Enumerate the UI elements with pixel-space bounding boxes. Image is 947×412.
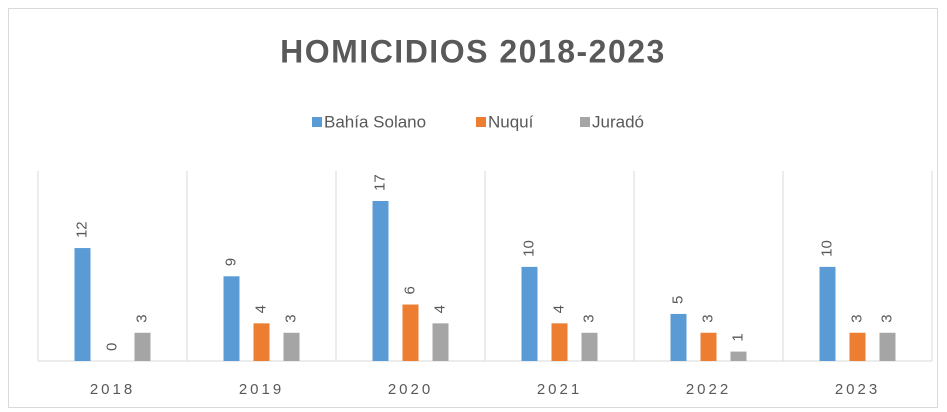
data-label: 10 [520,240,537,257]
legend-swatch [312,117,322,127]
chart-title: HOMICIDIOS 2018-2023 [280,33,666,69]
bar [730,351,747,361]
bar [551,323,568,361]
bar [283,332,300,361]
bar [521,266,538,361]
data-label: 4 [431,305,448,313]
legend-swatch [580,117,590,127]
bar [372,201,389,361]
data-label: 3 [878,314,895,322]
bar [700,332,717,361]
data-label: 5 [669,296,686,304]
data-label: 3 [699,314,716,322]
bar [134,332,151,361]
x-tick-label: 2020 [388,381,433,398]
data-label: 6 [401,286,418,294]
data-label: 4 [252,305,269,313]
bar [253,323,270,361]
legend-label: Juradó [592,112,644,131]
bar [432,323,449,361]
bar [849,332,866,361]
x-tick-label: 2023 [835,381,880,398]
data-label: 3 [580,314,597,322]
x-tick-label: 2018 [90,381,135,398]
bar [74,248,91,361]
bar [879,332,896,361]
data-label: 1 [729,333,746,341]
x-tick-label: 2019 [239,381,284,398]
x-tick-label: 2021 [537,381,582,398]
bar [819,266,836,361]
bar [223,276,240,361]
data-label: 17 [371,174,388,191]
data-label: 12 [73,221,90,238]
legend-swatch [476,117,486,127]
data-label: 0 [103,343,120,351]
data-label: 3 [133,314,150,322]
data-label: 3 [848,314,865,322]
data-label: 3 [282,314,299,322]
legend-label: Nuquí [488,112,534,131]
data-label: 10 [818,240,835,257]
legend-label: Bahía Solano [324,112,426,131]
data-label: 4 [550,305,567,313]
bar [670,313,687,361]
data-label: 9 [222,258,239,266]
bar [581,332,598,361]
bar [402,304,419,361]
x-tick-label: 2022 [686,381,731,398]
